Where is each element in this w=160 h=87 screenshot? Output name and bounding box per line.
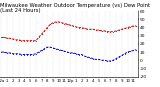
Text: Milwaukee Weather Outdoor Temperature (vs) Dew Point (Last 24 Hours): Milwaukee Weather Outdoor Temperature (v… (0, 3, 150, 13)
